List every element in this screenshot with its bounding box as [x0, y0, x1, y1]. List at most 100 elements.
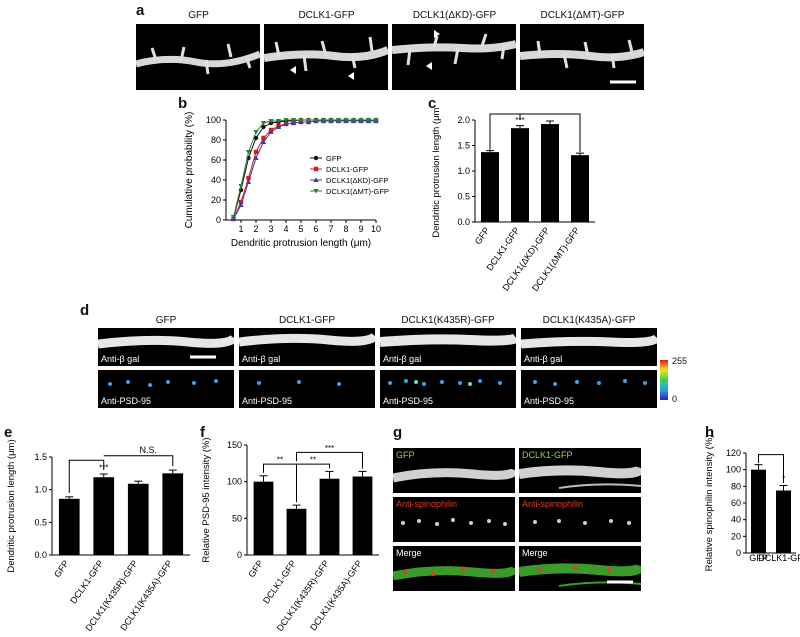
significance-label: N.S. — [139, 445, 157, 455]
row-label-psd95: Anti-PSD-95 — [242, 396, 293, 406]
micrograph-a-dclk1 — [264, 24, 388, 90]
data-point — [253, 130, 259, 135]
data-point — [261, 135, 266, 141]
panel-g-label: g — [393, 424, 403, 441]
panel-c-label: c — [428, 95, 437, 112]
bar — [481, 152, 499, 222]
y-tick-label: 120 — [726, 448, 741, 458]
significance-label: ** — [310, 456, 316, 465]
y-tick-label: 100 — [726, 465, 741, 475]
y-tick-label: 0 — [736, 548, 741, 558]
bar — [511, 128, 529, 222]
panel-a-title-2: DCLK1-GFP — [298, 10, 355, 21]
row-label-spinophilin: Anti-spinophilin — [396, 499, 458, 509]
y-tick-label: 0 — [216, 215, 221, 225]
significance-label: * — [782, 474, 785, 483]
arrowhead-icon — [426, 62, 432, 70]
panel-f-label: f — [200, 424, 205, 441]
data-point — [268, 119, 274, 124]
data-point — [365, 118, 372, 123]
micrograph-g-spino-1: Anti-spinophilin — [393, 497, 515, 542]
panel-d-title-1: GFP — [155, 315, 177, 326]
bar — [319, 478, 340, 555]
x-tick-label: 1 — [238, 224, 243, 234]
data-point — [253, 135, 259, 141]
bar — [751, 469, 766, 553]
y-tick-label: 0.0 — [34, 550, 47, 560]
data-point — [350, 118, 357, 123]
dendrite-image — [521, 334, 657, 349]
bar — [127, 483, 149, 555]
y-tick-label: 100 — [206, 115, 221, 125]
significance-bracket — [68, 459, 105, 493]
panel-e-label: e — [4, 424, 13, 441]
significance-bracket — [489, 113, 581, 153]
data-point — [245, 150, 252, 155]
data-point — [238, 202, 244, 207]
bar — [93, 477, 115, 555]
micrograph-d-psd95-1: Anti-PSD-95 — [98, 370, 234, 408]
data-point — [246, 175, 251, 181]
data-point — [305, 118, 312, 123]
bar — [776, 490, 791, 553]
dendrite-image — [136, 43, 260, 75]
row-label-psd95: Anti-PSD-95 — [524, 396, 575, 406]
micrograph-g-merge-1: Merge — [393, 546, 515, 591]
data-point — [230, 215, 237, 220]
y-axis-label: Dendritic protrusion length (μm) — [431, 108, 442, 238]
y-tick-label: 40 — [211, 175, 221, 185]
legend-marker — [313, 166, 319, 172]
x-tick-label: 8 — [343, 224, 348, 234]
row-label-psd95: Anti-PSD-95 — [101, 396, 152, 406]
data-point — [238, 184, 244, 189]
data-point — [298, 118, 304, 123]
dendrite-image — [239, 332, 375, 347]
y-tick-label: 1.5 — [457, 141, 470, 151]
dendrite-image — [520, 39, 644, 84]
x-tick-label: 5 — [298, 224, 303, 234]
data-point — [320, 118, 327, 123]
data-point — [358, 118, 364, 123]
arrowhead-icon — [434, 30, 440, 38]
y-tick-label: 0.5 — [34, 517, 47, 527]
row-label-bgal: Anti-β gal — [524, 354, 563, 364]
puncta-image — [401, 518, 507, 526]
data-point — [343, 118, 349, 123]
colorbar-max: 255 — [672, 356, 688, 366]
y-tick-label: 80 — [731, 481, 741, 491]
arrowhead-icon — [348, 72, 354, 80]
significance-bracket — [296, 463, 330, 469]
x-axis-label: Dendritic protrusion length (μm) — [231, 238, 371, 249]
data-point — [290, 118, 297, 123]
bar — [286, 508, 307, 555]
data-point — [275, 119, 282, 124]
x-tick-label: GFP — [52, 558, 71, 579]
significance-label: ** — [277, 456, 283, 465]
y-tick-label: 20 — [211, 195, 221, 205]
row-label-bgal: Anti-β gal — [383, 354, 422, 364]
y-tick-label: 60 — [731, 498, 741, 508]
significance-label: *** — [515, 116, 524, 125]
x-tick-label: 4 — [283, 224, 288, 234]
dendrite-image — [264, 36, 388, 80]
data-point — [260, 139, 267, 144]
x-tick-label: GFP — [473, 225, 492, 246]
micrograph-g-gfp: GFP — [393, 448, 515, 493]
micrograph-d-bgal-2: Anti-β gal — [239, 328, 375, 366]
row-label-psd95: Anti-PSD-95 — [383, 396, 434, 406]
row-label-bgal: Anti-β gal — [101, 354, 140, 364]
panel-b-label: b — [178, 95, 188, 112]
significance-bracket — [296, 451, 363, 469]
micrograph-d-psd95-3: Anti-PSD-95 — [380, 370, 516, 408]
y-tick-label: 1.5 — [34, 452, 47, 462]
y-axis-label: Relative spinophilin intensity (%) — [704, 435, 715, 571]
row-label-merge: Merge — [396, 548, 422, 558]
micrograph-g-dclk1: DCLK1-GFP — [519, 448, 641, 493]
x-tick-label: 3 — [268, 224, 273, 234]
y-axis-label: Relative PSD-95 intensity (%) — [201, 437, 212, 562]
y-tick-label: 0 — [237, 550, 242, 560]
bar — [541, 124, 559, 222]
y-axis-label: Cumulative probability (%) — [184, 112, 195, 229]
